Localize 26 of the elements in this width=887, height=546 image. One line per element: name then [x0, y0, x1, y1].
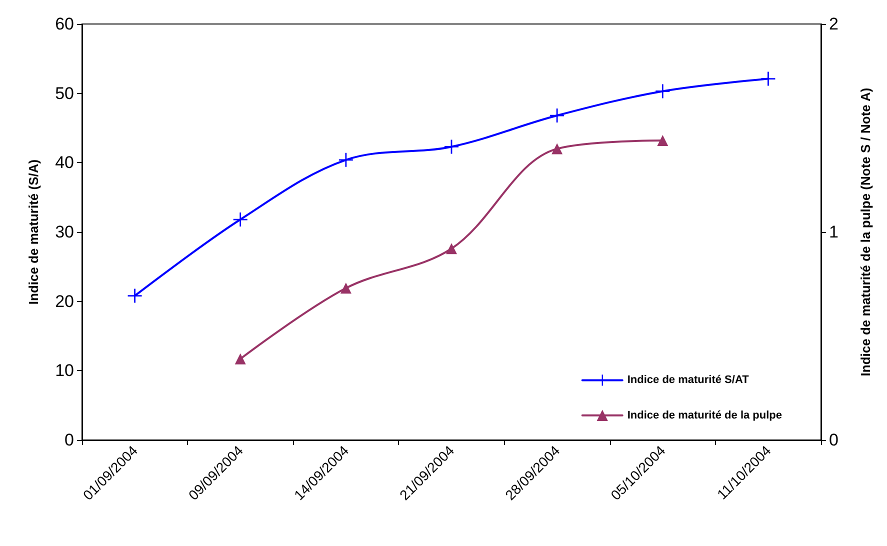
y2-tick-label: 1	[829, 222, 838, 242]
point	[340, 282, 352, 294]
y-tick-label: 10	[55, 361, 74, 380]
point	[552, 143, 563, 154]
point	[444, 140, 458, 154]
y2-axis-title: Indice de maturité de la pulpe (Note S / Note A)	[858, 88, 873, 376]
point	[128, 288, 142, 303]
point	[550, 108, 564, 123]
y2-tick-label: 2	[829, 14, 838, 34]
y-tick-label: 50	[55, 84, 74, 103]
point	[338, 152, 353, 167]
point	[656, 84, 670, 98]
point	[446, 243, 457, 254]
point	[233, 212, 248, 227]
y-tick-label: 0	[64, 430, 74, 450]
y2-tick-label: 0	[829, 430, 838, 450]
legend-label: Indice de maturité S/AT	[627, 374, 750, 386]
y-tick-label: 30	[55, 222, 74, 242]
point	[234, 353, 246, 364]
point	[761, 72, 776, 86]
y-tick-label: 40	[55, 153, 74, 172]
y-tick-label: 60	[55, 14, 74, 34]
y-tick-label: 20	[55, 292, 74, 311]
point	[657, 134, 668, 146]
legend-label: Indice de maturité de la pulpe	[627, 409, 782, 422]
y-axis-title: Indice de maturité (S/A)	[26, 159, 41, 305]
